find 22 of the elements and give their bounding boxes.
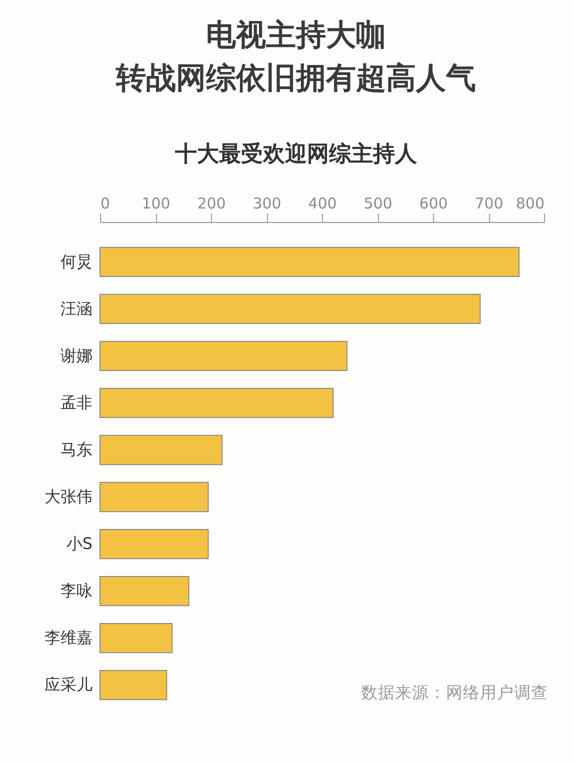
y-tick-label: 谢娜 <box>60 346 92 365</box>
y-tick-label: 应采儿 <box>44 675 92 694</box>
x-tick-label: 600 <box>419 194 448 212</box>
x-tick-label: 0 <box>100 194 110 212</box>
x-tick-label: 300 <box>252 194 282 212</box>
chart-subtitle: 十大最受欢迎网综主持人 <box>174 141 418 167</box>
y-tick-label: 大张伟 <box>44 487 92 506</box>
x-tick-label: 800 <box>516 194 544 212</box>
x-tick-label: 700 <box>474 194 504 212</box>
x-tick-label: 100 <box>142 194 170 212</box>
y-tick-label: 小S <box>66 534 92 554</box>
annotation: 数据来源：网络用户调查 <box>361 683 548 702</box>
y-tick-label: 孟非 <box>60 392 92 412</box>
chart-title: 电视主持大咖转战网综依旧拥有超高人气 <box>115 18 476 96</box>
y-tick-label: 马东 <box>60 440 92 459</box>
x-tick-label: 500 <box>364 194 392 212</box>
y-tick-label: 李维嘉 <box>44 628 92 648</box>
x-tick-label: 200 <box>197 194 226 212</box>
y-tick-label: 何炅 <box>60 252 92 271</box>
x-tick-label: 400 <box>308 194 337 212</box>
y-tick-label: 汪涵 <box>60 298 92 318</box>
y-tick-label: 李咏 <box>60 581 92 600</box>
